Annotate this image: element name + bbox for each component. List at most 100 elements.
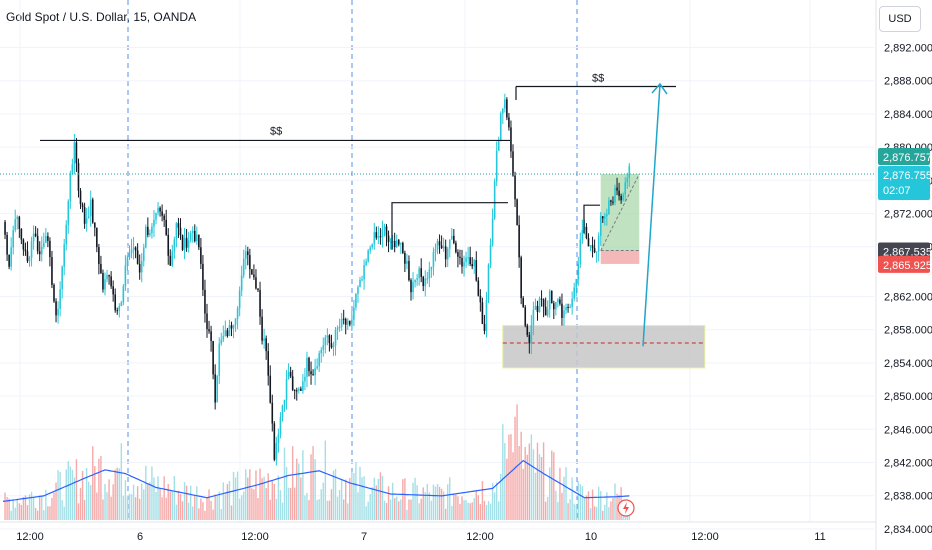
candle-body [77, 163, 80, 191]
candle-body [375, 232, 378, 238]
candle-body [318, 353, 320, 367]
candle-body [161, 211, 163, 216]
volume-bar [308, 500, 310, 520]
candle-body [175, 223, 178, 240]
volume-bar [381, 475, 384, 520]
candle-body [20, 228, 23, 240]
candle-body [132, 247, 135, 250]
volume-bar [379, 472, 382, 520]
candle-body [226, 330, 229, 337]
candle-body [391, 240, 394, 242]
volume-bar [16, 498, 18, 520]
volume-bar [538, 454, 541, 520]
candle-body [22, 239, 25, 250]
candle-body [57, 308, 59, 316]
volume-bar [347, 503, 349, 520]
volume-bar [145, 465, 147, 520]
volume-bar [483, 500, 486, 520]
candle-body [581, 229, 584, 240]
volume-bar [391, 482, 394, 520]
volume-bar [471, 502, 473, 520]
last-price-tag-text: 2,876.755 [883, 170, 932, 182]
volume-bar [324, 440, 327, 520]
candle-body [122, 286, 125, 303]
volume-bar [361, 477, 363, 520]
candle-body [626, 178, 629, 183]
candle-body [381, 229, 384, 238]
volume-bar [226, 483, 229, 520]
volume-bar [108, 479, 110, 520]
volume-bar [85, 468, 88, 520]
candle-body [26, 251, 29, 262]
volume-bar [365, 506, 367, 520]
volume-bar [194, 495, 196, 520]
candle-body [208, 329, 210, 332]
candle-body [249, 255, 251, 270]
candle-body [177, 223, 180, 228]
volume-bar [96, 492, 98, 520]
x-tick-label: 6 [137, 531, 143, 543]
candle-body [430, 266, 433, 270]
candle-body [365, 261, 367, 266]
volume-bar [522, 468, 524, 520]
candle-body [73, 142, 76, 165]
volume-bar [518, 446, 520, 520]
candle-body [212, 341, 214, 375]
candle-body [555, 302, 557, 310]
candle-body [432, 251, 435, 267]
candle-body [569, 307, 571, 309]
volume-bar [291, 446, 294, 520]
candle-body [442, 246, 445, 249]
volume-bar [440, 488, 443, 520]
candle-body [236, 308, 239, 319]
volume-bar [234, 477, 237, 520]
candle-body [261, 316, 263, 341]
volume-bar [338, 489, 341, 520]
volume-bar [130, 494, 133, 520]
candle-body [363, 265, 365, 280]
candle-body [153, 219, 155, 227]
volume-bar [616, 493, 618, 520]
candle-body [263, 338, 265, 341]
candle-body [259, 290, 261, 317]
candle-body [69, 173, 72, 202]
volume-bar [283, 447, 286, 520]
volume-bar [426, 484, 429, 520]
volume-bar [100, 456, 102, 520]
candle-body [30, 241, 33, 258]
candle-body [416, 277, 418, 280]
candle-body [10, 247, 12, 267]
volume-bar [498, 501, 500, 520]
y-tick-label: 2,888.000 [884, 76, 932, 88]
last-price-tag-bg [878, 166, 930, 201]
candle-body [130, 249, 133, 254]
volume-bar [92, 446, 94, 520]
volume-bar [249, 469, 251, 520]
volume-bar [55, 482, 57, 520]
candle-body [310, 371, 312, 375]
volume-bar [430, 500, 433, 520]
y-tick-label: 2,862.000 [884, 292, 932, 304]
candle-body [532, 309, 535, 326]
volume-bar [73, 477, 76, 520]
demand-zone-box [502, 325, 706, 369]
current-price-tag-bg [878, 148, 930, 166]
candle-body [220, 339, 223, 344]
candle-body [287, 371, 290, 379]
x-tick-label: 12:00 [466, 531, 494, 543]
candle-body [167, 234, 170, 256]
candle-body [45, 236, 47, 243]
candle-body [463, 261, 465, 267]
candle-body [28, 257, 31, 262]
volume-bar [275, 498, 278, 520]
volume-bar [304, 495, 306, 520]
candle-body [110, 276, 112, 287]
current-price-tag-text: 2,876.757 [883, 152, 932, 164]
volume-bar [593, 506, 596, 520]
candle-body [87, 216, 90, 219]
candle-body [267, 351, 269, 376]
candle-body [448, 239, 451, 249]
candle-body [202, 263, 204, 290]
currency-button[interactable]: USD [879, 6, 921, 32]
